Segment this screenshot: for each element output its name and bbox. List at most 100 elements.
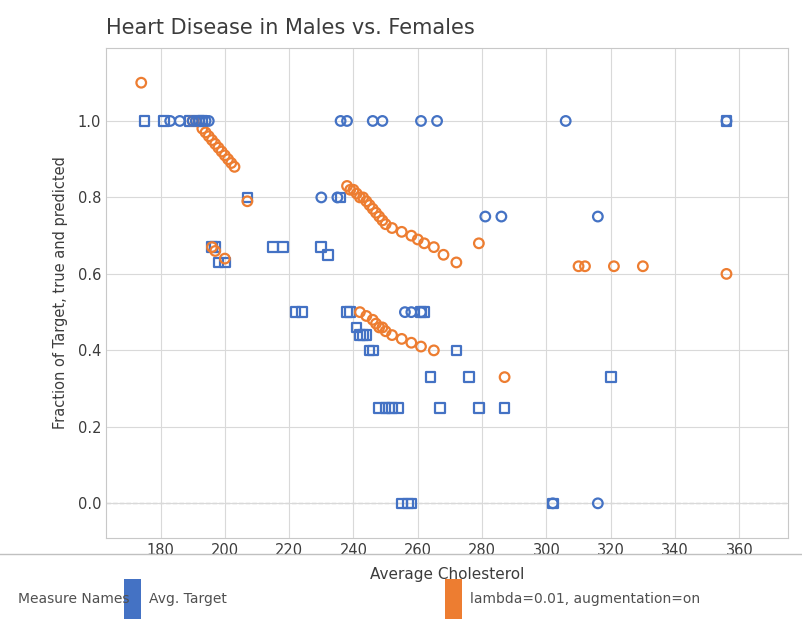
Text: Measure Names: Measure Names: [18, 592, 129, 606]
Point: [379, 219, 392, 229]
Point: [189, 116, 202, 126]
Point: [341, 307, 354, 317]
Point: [202, 131, 215, 142]
Point: [138, 116, 151, 126]
Point: [157, 116, 170, 126]
Point: [437, 250, 450, 260]
Point: [479, 211, 492, 222]
Point: [221, 154, 234, 164]
Text: lambda=0.01, augmentation=on: lambda=0.01, augmentation=on: [470, 592, 700, 606]
Point: [720, 116, 733, 126]
Point: [367, 345, 379, 355]
Point: [405, 498, 418, 509]
Point: [370, 207, 383, 218]
Point: [450, 345, 463, 355]
Point: [186, 116, 199, 126]
Point: [173, 116, 186, 126]
Point: [415, 341, 427, 352]
Point: [450, 257, 463, 268]
Point: [199, 128, 212, 138]
Point: [578, 261, 591, 271]
Point: [463, 372, 476, 383]
Point: [290, 307, 302, 317]
Point: [373, 322, 386, 332]
Point: [572, 261, 585, 271]
Point: [546, 498, 559, 509]
Y-axis label: Fraction of Target, true and predicted: Fraction of Target, true and predicted: [53, 156, 68, 430]
Point: [367, 116, 379, 126]
Point: [205, 242, 218, 252]
Point: [218, 150, 231, 160]
Point: [363, 200, 376, 210]
Point: [418, 307, 431, 317]
Point: [395, 334, 408, 344]
Point: [498, 372, 511, 383]
Point: [395, 227, 408, 237]
Point: [376, 116, 389, 126]
Point: [415, 307, 427, 317]
Point: [472, 402, 485, 413]
Point: [241, 196, 253, 206]
Point: [354, 330, 367, 340]
Point: [434, 402, 447, 413]
Point: [415, 307, 427, 317]
Point: [205, 135, 218, 145]
Point: [415, 116, 427, 126]
Point: [367, 204, 379, 214]
Point: [379, 326, 392, 336]
Point: [402, 498, 415, 509]
Point: [591, 211, 604, 222]
Point: [209, 138, 221, 149]
Bar: [445, 579, 462, 619]
Point: [376, 215, 389, 225]
Point: [392, 402, 405, 413]
Point: [495, 211, 508, 222]
Bar: [124, 579, 141, 619]
Point: [386, 402, 399, 413]
Point: [411, 234, 424, 245]
Point: [720, 116, 733, 126]
Point: [192, 116, 205, 126]
Point: [546, 498, 559, 509]
Point: [228, 162, 241, 172]
Point: [189, 116, 202, 126]
Point: [607, 261, 620, 271]
Point: [215, 146, 228, 156]
Point: [559, 116, 572, 126]
Point: [296, 307, 309, 317]
Point: [424, 372, 437, 383]
Point: [383, 402, 395, 413]
Point: [386, 330, 399, 340]
Point: [218, 257, 231, 268]
Point: [360, 196, 373, 206]
Point: [395, 498, 408, 509]
Point: [354, 307, 367, 317]
Text: Heart Disease in Males vs. Females: Heart Disease in Males vs. Females: [106, 19, 475, 39]
Point: [405, 231, 418, 241]
Point: [192, 116, 205, 126]
Point: [637, 261, 650, 271]
Point: [720, 269, 733, 279]
Point: [209, 246, 221, 256]
Point: [334, 193, 347, 203]
Point: [427, 242, 440, 252]
Point: [266, 242, 279, 252]
Point: [202, 116, 215, 126]
Point: [427, 345, 440, 355]
Point: [370, 318, 383, 328]
Point: [344, 185, 357, 195]
Point: [209, 242, 221, 252]
Point: [334, 116, 347, 126]
Point: [344, 307, 357, 317]
Point: [212, 257, 225, 268]
Point: [205, 242, 218, 252]
Text: Avg. Target: Avg. Target: [149, 592, 227, 606]
Point: [347, 185, 360, 195]
Point: [498, 402, 511, 413]
Point: [135, 77, 148, 88]
Point: [183, 116, 196, 126]
Point: [472, 238, 485, 249]
Point: [373, 211, 386, 222]
Point: [218, 254, 231, 264]
Point: [322, 250, 334, 260]
